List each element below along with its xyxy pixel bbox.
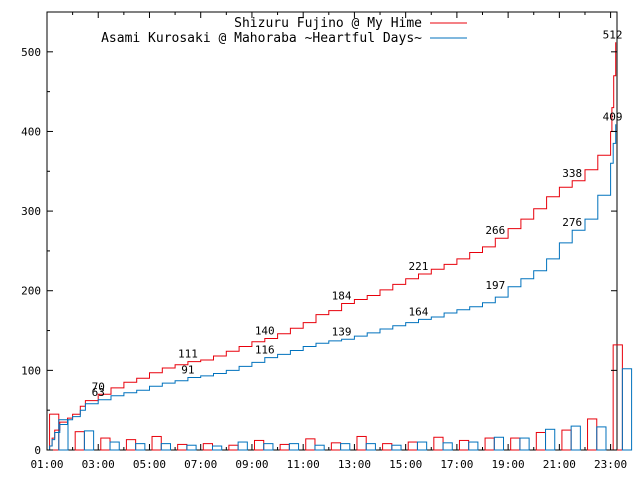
bar-asami [314,444,325,451]
annotation-label: 139 [332,325,352,338]
bar-shizuru [125,439,137,451]
bar-layer [49,344,633,451]
bar-shizuru [561,429,572,451]
annotation-label: 140 [255,325,275,338]
bar-shizuru [279,443,290,451]
bar-asami [340,443,351,451]
bar-shizuru [100,437,111,451]
bar-shizuru [458,439,470,451]
y-tick-label: 500 [21,46,41,59]
bar-shizuru [407,441,418,451]
x-tick-label: 15:00 [389,458,422,471]
bar-shizuru [305,438,316,451]
bar-shizuru [382,443,393,451]
annotation-label: 116 [255,344,275,357]
annotation-label: 164 [409,305,429,318]
bar-asami [83,430,95,451]
x-tick-label: 17:00 [440,458,473,471]
annotation-label: 221 [409,260,429,273]
y-tick-label: 0 [34,444,41,457]
annotation-label: 512 [603,28,623,41]
bar-asami [263,443,274,451]
y-tick-label: 400 [21,125,41,138]
annotation-label: 70 [92,380,105,393]
bar-shizuru [202,443,213,451]
annotation-label: 91 [181,364,194,377]
bar-asami [186,444,197,451]
x-tick-label: 13:00 [338,458,371,471]
legend-label: Shizuru Fujino @ My Hime [234,16,422,31]
annotation-label: 63 [92,386,105,399]
x-tick-label: 11:00 [287,458,320,471]
x-tick-label: 01:00 [30,458,63,471]
x-axis: 01:00 03:00 05:00 07:00 09:00 11:00 13:00 15:00… [30,12,627,471]
bar-shizuru [74,431,85,451]
bar-asami [545,428,556,451]
annotation-layer: 70 111 140 184 221 266 338 512 63 91 116 139 164 197 2… [92,28,623,399]
x-tick-label: 19:00 [492,458,525,471]
bar-shizuru [433,436,444,451]
plot-frame [46,11,618,451]
y-tick-label: 300 [21,205,41,218]
annotation-label: 276 [562,216,582,229]
series-line-shizuru [47,42,617,451]
bar-shizuru [177,443,188,451]
x-tick-label: 23:00 [594,458,627,471]
bar-asami [135,443,146,451]
bar-asami [391,444,402,451]
bar-asami [58,419,69,451]
bar-shizuru [228,444,239,451]
bar-shizuru [356,435,367,451]
bar-asami [365,443,376,451]
annotation-label: 338 [562,167,582,180]
x-tick-label: 07:00 [184,458,217,471]
bar-shizuru [330,442,342,451]
bar-shizuru [612,344,623,451]
annotation-label: 184 [332,289,352,302]
series-line-asami [47,124,617,451]
annotation-label: 266 [485,224,505,237]
bar-shizuru [151,435,162,451]
legend-label: Asami Kurosaki @ Mahoraba ~Heartful Days… [101,31,422,46]
bar-shizuru [535,431,547,451]
bar-asami [160,443,171,451]
x-tick-label: 05:00 [133,458,166,471]
x-tick-label: 03:00 [82,458,115,471]
bar-asami [237,441,248,451]
bar-asami [621,368,633,451]
bar-asami [442,442,453,451]
bar-asami [288,443,300,451]
line-layer [47,42,617,451]
annotation-label: 197 [485,279,505,292]
bar-asami [519,437,530,451]
bar-asami [416,441,428,451]
x-tick-label: 21:00 [543,458,576,471]
bar-asami [468,441,479,451]
bar-shizuru [484,437,495,451]
y-axis: 0 100 200 300 400 500 [21,46,617,457]
bar-asami [109,441,120,451]
annotation-label: 111 [178,348,198,361]
bar-asami [596,426,607,451]
bar-asami [570,425,581,451]
annotation-label: 409 [603,110,623,123]
bar-asami [493,436,505,451]
bar-shizuru [587,418,598,451]
bar-asami [211,445,223,451]
y-tick-label: 100 [21,364,41,377]
bar-shizuru [510,437,521,451]
bar-shizuru [254,439,265,451]
y-tick-label: 200 [21,285,41,298]
x-tick-label: 09:00 [235,458,268,471]
